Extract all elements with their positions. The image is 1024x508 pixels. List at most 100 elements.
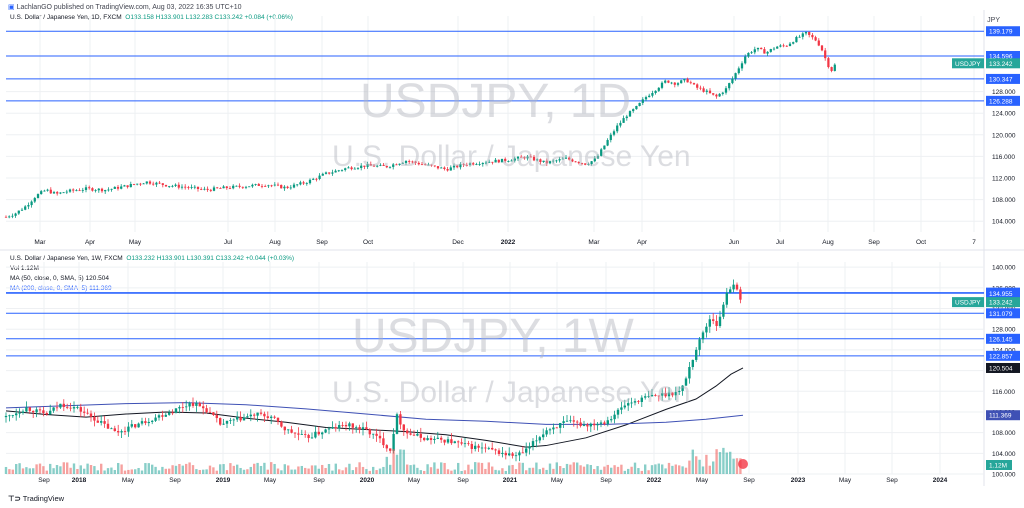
volume-bar bbox=[249, 466, 252, 474]
daily-candle-body bbox=[376, 165, 379, 167]
volume-bar bbox=[100, 463, 103, 474]
weekly-x-tick-label: Sep bbox=[743, 477, 755, 484]
daily-candle-body bbox=[244, 186, 248, 188]
daily-candle-body bbox=[280, 184, 283, 189]
volume-bar bbox=[545, 469, 548, 474]
volume-bar bbox=[79, 465, 82, 474]
volume-bar bbox=[423, 470, 426, 474]
weekly-candle-body bbox=[304, 434, 307, 435]
volume-bar bbox=[304, 467, 307, 474]
weekly-x-tick-label: May bbox=[696, 477, 709, 484]
daily-candle-body bbox=[315, 178, 318, 180]
daily-candle-body bbox=[776, 46, 779, 49]
weekly-candle-body bbox=[236, 416, 239, 420]
daily-candle-body bbox=[785, 45, 788, 47]
weekly-candle-body bbox=[586, 424, 589, 427]
daily-candle-body bbox=[52, 192, 56, 194]
volume-bar bbox=[130, 469, 133, 474]
top-watermark-name: U.S. Dollar / Japanese Yen bbox=[332, 140, 691, 173]
daily-candle-body bbox=[350, 167, 353, 170]
daily-last-price-label: 133.242 bbox=[989, 61, 1013, 68]
volume-bar bbox=[718, 452, 722, 474]
volume-bar bbox=[616, 466, 620, 474]
tradingview-brand: TradingView bbox=[22, 494, 65, 503]
weekly-candle-body bbox=[593, 423, 596, 426]
daily-candle-body bbox=[132, 183, 136, 185]
volume-bar bbox=[117, 462, 120, 474]
volume-bar bbox=[508, 465, 511, 474]
daily-candle-body bbox=[801, 33, 804, 37]
daily-candle-body bbox=[340, 169, 344, 171]
weekly-candle-body bbox=[399, 414, 402, 425]
volume-bar bbox=[32, 468, 35, 474]
daily-candle-body bbox=[500, 158, 504, 163]
volume-bar bbox=[623, 470, 626, 474]
daily-candle-body bbox=[737, 68, 740, 74]
ma50-line bbox=[5, 367, 744, 448]
ma200-legend: MA (200, close, 0, SMA, 5) 111.369 bbox=[10, 285, 112, 292]
weekly-candle-body bbox=[174, 408, 178, 413]
volume-bar bbox=[637, 468, 640, 474]
volume-bar bbox=[358, 462, 361, 474]
volume-bar bbox=[395, 454, 399, 474]
weekly-candle-body bbox=[59, 403, 62, 408]
weekly-candle-body bbox=[521, 452, 524, 454]
daily-candle-body bbox=[683, 78, 686, 81]
weekly-candle-body bbox=[52, 407, 55, 411]
weekly-candle-body bbox=[355, 427, 358, 428]
volume-bar bbox=[181, 465, 184, 474]
daily-candle-body bbox=[190, 187, 193, 188]
daily-candle-body bbox=[273, 184, 276, 186]
daily-y-tick-label: 120.000 bbox=[992, 132, 1016, 139]
weekly-candle-body bbox=[263, 413, 266, 417]
daily-candle-body bbox=[113, 186, 116, 189]
weekly-candle-body bbox=[344, 425, 348, 427]
daily-candle-body bbox=[267, 185, 270, 187]
tradingview-footer[interactable]: ⊤⊃ TradingView bbox=[8, 494, 64, 503]
weekly-candle-body bbox=[528, 446, 531, 449]
volume-bar bbox=[232, 465, 235, 474]
weekly-candle-body bbox=[722, 304, 725, 317]
daily-candle-body bbox=[728, 83, 731, 89]
volume-bar bbox=[657, 463, 660, 474]
volume-bar bbox=[467, 464, 470, 474]
daily-candle-body bbox=[510, 160, 513, 162]
weekly-candle-body bbox=[545, 430, 548, 435]
volume-bar bbox=[463, 470, 467, 474]
daily-candle-body bbox=[555, 160, 558, 162]
weekly-x-tick-label: Sep bbox=[169, 477, 181, 484]
weekly-y-tick-label: 100.000 bbox=[992, 472, 1016, 479]
volume-bar bbox=[25, 467, 28, 474]
volume-bar bbox=[531, 467, 535, 474]
weekly-candle-body bbox=[620, 407, 623, 410]
volume-bar bbox=[613, 465, 616, 474]
daily-candle-body bbox=[481, 162, 484, 165]
weekly-candle-body bbox=[110, 428, 113, 430]
daily-candle-body bbox=[225, 186, 228, 189]
volume-bar bbox=[161, 466, 164, 474]
volume-bar bbox=[378, 468, 382, 474]
weekly-candle-body bbox=[684, 378, 688, 386]
volume-bar bbox=[698, 459, 701, 474]
weekly-candle-body bbox=[392, 433, 395, 451]
volume-bar bbox=[52, 468, 55, 474]
ma50-price-label: 120.504 bbox=[989, 365, 1013, 372]
daily-candle-body bbox=[116, 186, 120, 189]
daily-candle-body bbox=[708, 90, 712, 94]
daily-candle-body bbox=[142, 183, 145, 185]
weekly-y-tick-label: 128.000 bbox=[992, 327, 1016, 334]
volume-bar bbox=[457, 462, 460, 474]
daily-candle-body bbox=[379, 164, 382, 166]
weekly-symbol-label: USDJPY bbox=[955, 300, 981, 307]
daily-x-tick-label: May bbox=[129, 239, 142, 246]
volume-bar bbox=[433, 462, 436, 474]
ma50-badge bbox=[986, 362, 1020, 373]
volume-bar bbox=[593, 469, 596, 474]
daily-candle-body bbox=[491, 161, 494, 163]
volume-bar bbox=[412, 464, 416, 474]
volume-bar bbox=[225, 470, 229, 474]
daily-candle-body bbox=[206, 188, 209, 190]
weekly-candle-body bbox=[382, 438, 385, 446]
daily-level-label: 134.596 bbox=[989, 53, 1013, 60]
